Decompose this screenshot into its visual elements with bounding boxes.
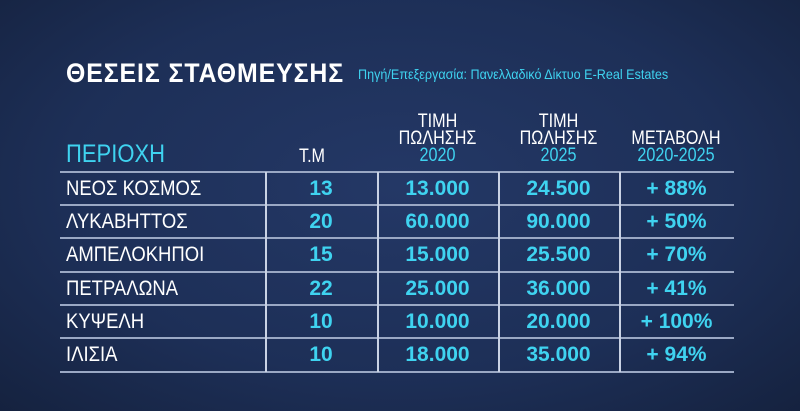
cell-value: 35.000 bbox=[526, 343, 591, 366]
header-line: 2020 bbox=[419, 145, 456, 166]
cell-region: ΛΥΚΑΒΗΤΤΟΣ bbox=[66, 210, 188, 233]
cell-value: 20.000 bbox=[526, 310, 591, 333]
column-divider bbox=[619, 172, 621, 372]
row-divider bbox=[60, 304, 734, 306]
page-title: ΘΕΣΕΙΣ ΣΤΑΘΜΕΥΣΗΣ bbox=[66, 58, 345, 88]
row-divider bbox=[60, 271, 734, 273]
cell-value: + 50% bbox=[646, 210, 707, 233]
header-sqm-label: Τ.Μ bbox=[298, 146, 326, 167]
table-row: ΠΕΤΡΑΛΩΝΑ 22 25.000 36.000 + 41% bbox=[60, 272, 734, 305]
source-note: Πηγή/Επεξεργασία: Πανελλαδικό Δίκτυο E-R… bbox=[358, 66, 669, 82]
cell-value: 10 bbox=[309, 343, 333, 366]
cell-value: 24.500 bbox=[526, 177, 591, 200]
cell-value: + 70% bbox=[646, 243, 707, 266]
cell-value: 10 bbox=[309, 310, 333, 333]
table-row: ΚΥΨΕΛΗ 10 10.000 20.000 + 100% bbox=[60, 305, 734, 338]
cell-value: 20 bbox=[309, 210, 333, 233]
cell-value: 25.000 bbox=[405, 277, 470, 300]
header-line: ΜΕΤΑΒΟΛΗ bbox=[631, 128, 721, 149]
cell-region: ΑΜΠΕΛΟΚΗΠΟΙ bbox=[66, 243, 205, 266]
header-price-2025: ΤΙΜΗ ΠΩΛΗΣΗΣ 2025 bbox=[507, 111, 610, 166]
header-line: ΤΙΜΗ bbox=[417, 111, 458, 132]
header-line: ΤΙΜΗ bbox=[538, 111, 579, 132]
column-divider bbox=[265, 172, 267, 372]
header-line: 2020-2025 bbox=[637, 145, 715, 166]
header-price-2020: ΤΙΜΗ ΠΩΛΗΣΗΣ 2020 bbox=[386, 111, 489, 166]
cell-region: ΝΕΟΣ ΚΟΣΜΟΣ bbox=[66, 177, 202, 200]
cell-region: ΠΕΤΡΑΛΩΝΑ bbox=[66, 277, 179, 300]
row-divider bbox=[60, 371, 734, 373]
header-line: ΠΩΛΗΣΗΣ bbox=[398, 128, 477, 149]
cell-region: ΙΛΙΣΙΑ bbox=[66, 343, 118, 366]
row-divider bbox=[60, 237, 734, 239]
table-row: ΛΥΚΑΒΗΤΤΟΣ 20 60.000 90.000 + 50% bbox=[60, 205, 734, 238]
cell-region: ΚΥΨΕΛΗ bbox=[66, 310, 145, 333]
cell-value: 25.500 bbox=[526, 243, 591, 266]
cell-value: 90.000 bbox=[526, 210, 591, 233]
cell-value: 13 bbox=[309, 177, 333, 200]
cell-value: 13.000 bbox=[405, 177, 470, 200]
header-change: ΜΕΤΑΒΟΛΗ 2020-2025 bbox=[622, 128, 731, 166]
cell-value: + 41% bbox=[646, 277, 707, 300]
cell-value: + 100% bbox=[640, 310, 713, 333]
row-divider bbox=[60, 337, 734, 339]
row-divider bbox=[60, 171, 734, 173]
cell-value: 22 bbox=[309, 277, 333, 300]
cell-value: + 94% bbox=[646, 343, 707, 366]
cell-value: 60.000 bbox=[405, 210, 470, 233]
table-row: ΝΕΟΣ ΚΟΣΜΟΣ 13 13.000 24.500 + 88% bbox=[60, 172, 734, 205]
cell-value: 36.000 bbox=[526, 277, 591, 300]
table-row: ΙΛΙΣΙΑ 10 18.000 35.000 + 94% bbox=[60, 338, 734, 371]
column-divider bbox=[377, 172, 379, 372]
cell-value: 10.000 bbox=[405, 310, 470, 333]
header-region: ΠΕΡΙΟΧΗ bbox=[66, 140, 166, 168]
header-line: ΠΩΛΗΣΗΣ bbox=[519, 128, 598, 149]
cell-value: 18.000 bbox=[405, 343, 470, 366]
row-divider bbox=[60, 204, 734, 206]
cell-value: + 88% bbox=[646, 177, 707, 200]
table-row: ΑΜΠΕΛΟΚΗΠΟΙ 15 15.000 25.500 + 70% bbox=[60, 238, 734, 271]
header-line: 2025 bbox=[540, 145, 577, 166]
header-sqm: Τ.Μ bbox=[287, 146, 338, 167]
cell-value: 15.000 bbox=[405, 243, 470, 266]
column-divider bbox=[498, 172, 500, 372]
cell-value: 15 bbox=[309, 243, 333, 266]
